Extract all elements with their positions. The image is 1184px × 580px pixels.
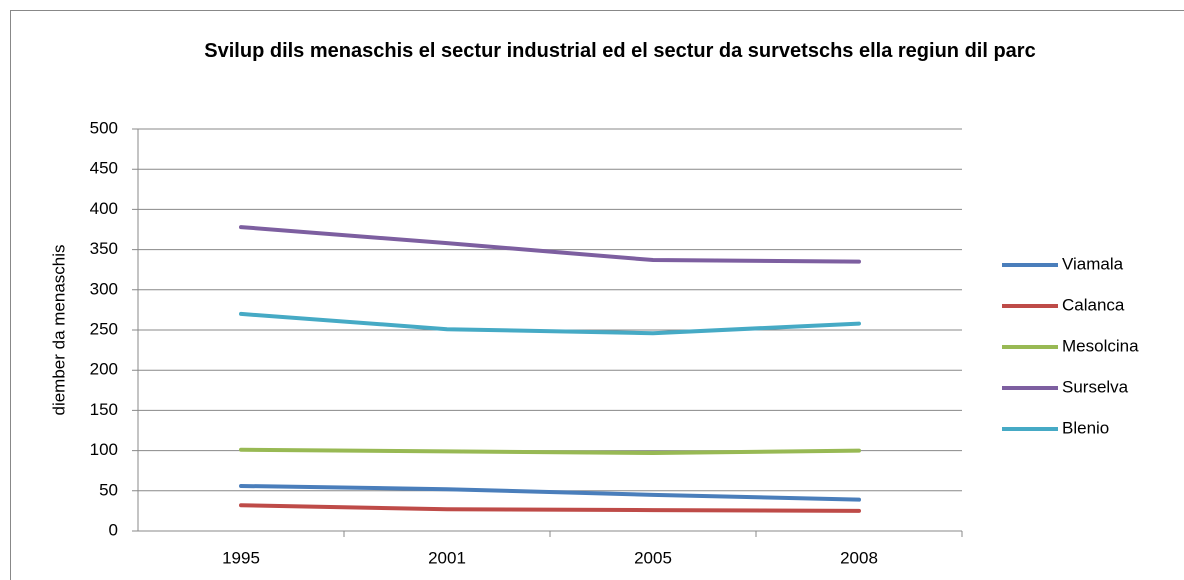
y-tick-label: 350 bbox=[90, 239, 118, 258]
x-tick-label: 2005 bbox=[634, 548, 672, 567]
y-tick-label: 400 bbox=[90, 199, 118, 218]
y-tick-label: 250 bbox=[90, 319, 118, 338]
y-tick-label: 150 bbox=[90, 400, 118, 419]
legend-label: Surselva bbox=[1062, 377, 1129, 396]
y-tick-label: 300 bbox=[90, 279, 118, 298]
legend-label: Mesolcina bbox=[1062, 336, 1139, 355]
x-tick-label: 1995 bbox=[222, 548, 260, 567]
y-tick-label: 0 bbox=[109, 520, 118, 539]
y-tick-label: 50 bbox=[99, 480, 118, 499]
series-line bbox=[239, 447, 861, 456]
y-tick-label: 100 bbox=[90, 440, 118, 459]
series-line bbox=[239, 503, 861, 513]
legend-label: Blenio bbox=[1062, 418, 1109, 437]
y-tick-label: 500 bbox=[90, 118, 118, 137]
y-axis-label: diember da menaschis bbox=[49, 244, 68, 415]
series-line bbox=[239, 225, 861, 264]
legend-label: Calanca bbox=[1062, 295, 1125, 314]
y-tick-label: 450 bbox=[90, 159, 118, 178]
y-tick-label: 200 bbox=[90, 360, 118, 379]
chart-border bbox=[10, 10, 1184, 580]
chart-title: Svilup dils menaschis el sectur industri… bbox=[204, 40, 1036, 62]
legend-label: Viamala bbox=[1062, 254, 1124, 273]
series-line bbox=[239, 311, 861, 336]
series-line bbox=[239, 483, 861, 502]
x-tick-label: 2001 bbox=[428, 548, 466, 567]
x-tick-label: 2008 bbox=[840, 548, 878, 567]
